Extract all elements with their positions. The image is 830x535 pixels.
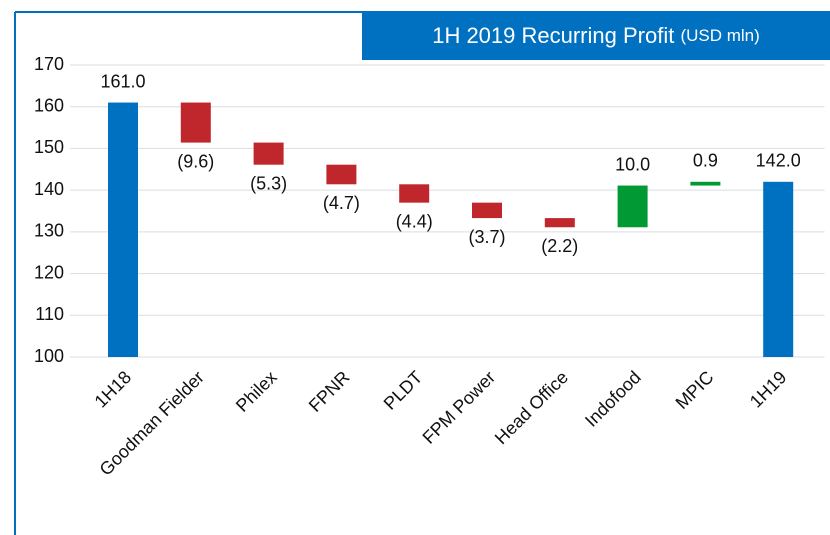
x-tick-label: Head Office [491,367,572,448]
value-label: 161.0 [100,71,145,91]
y-tick-label: 150 [34,137,64,157]
bar [108,102,138,358]
y-tick-label: 140 [34,179,64,199]
y-tick-label: 160 [34,95,64,115]
bar [472,202,502,219]
y-tick-label: 130 [34,221,64,241]
value-label: (3.7) [468,227,505,247]
value-label: (9.6) [177,151,214,171]
bar [399,184,430,203]
bar [326,164,357,185]
bar [690,181,721,186]
x-tick-label: FPNR [305,367,354,416]
value-label: (4.7) [323,193,360,213]
x-tick-label: MPIC [672,367,718,413]
y-tick-label: 110 [35,304,64,324]
value-label: 10.0 [615,154,650,174]
title-box [362,12,830,60]
title-main: 1H 2019 Recurring Profit [432,23,674,48]
bar [253,142,284,165]
value-label: (4.4) [396,211,433,231]
y-tick-label: 100 [34,346,64,366]
x-tick-label: 1H19 [746,367,791,412]
x-tick-label: PLDT [380,367,427,414]
y-tick-label: 120 [34,262,64,282]
title-unit: (USD mln) [680,26,759,45]
x-tick-label: Indofood [581,367,645,431]
y-tick-label: 170 [34,54,64,74]
value-label: 0.9 [693,151,718,171]
value-label: (5.3) [250,173,287,193]
bar [763,181,794,357]
x-tick-label: 1H18 [91,367,136,412]
value-label: 142.0 [756,151,801,171]
value-label: (2.2) [541,236,578,256]
x-tick-label: Philex [232,367,281,416]
bar [544,218,575,228]
x-tick-label: FPM Power [419,367,500,448]
bar [180,102,211,143]
chart-title: 1H 2019 Recurring Profit (USD mln) [432,23,760,48]
bar [617,185,648,228]
